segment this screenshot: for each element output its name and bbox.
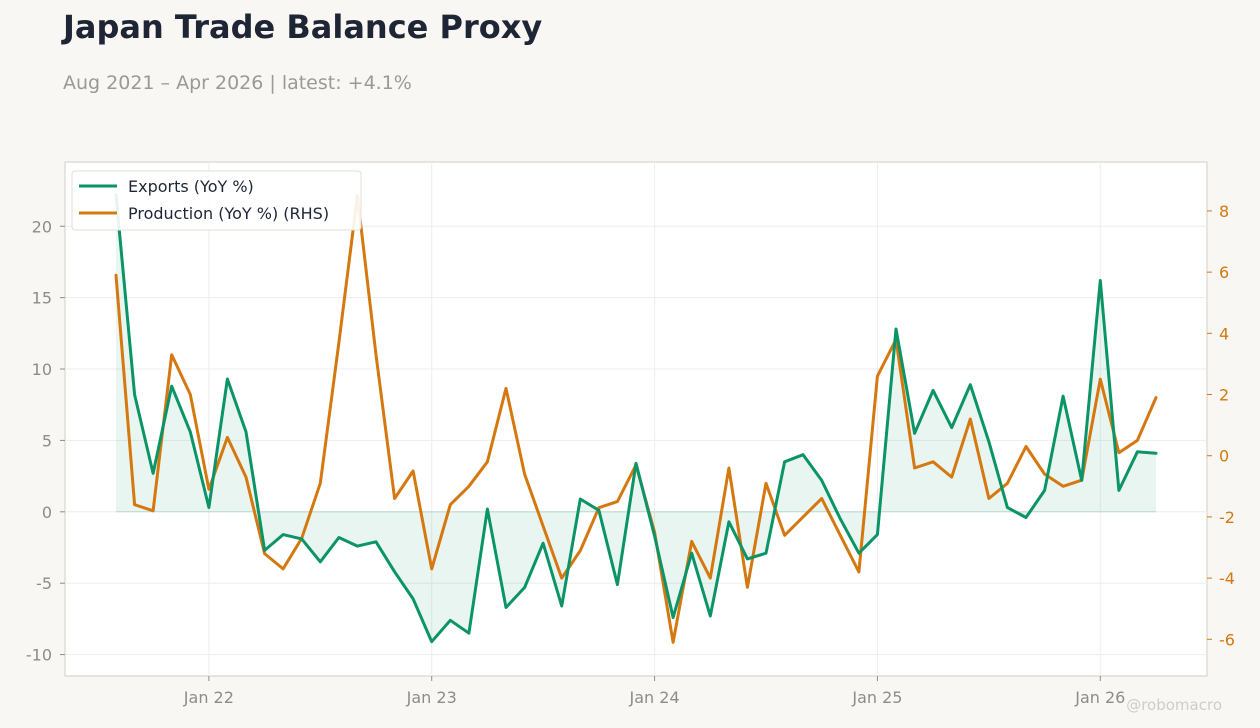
legend-label-exports: Exports (YoY %) bbox=[128, 177, 254, 196]
plot-area bbox=[64, 161, 1208, 677]
y-left-tick-label: 20 bbox=[32, 217, 52, 236]
legend: Exports (YoY %) Production (YoY %) (RHS) bbox=[71, 170, 362, 231]
x-tick-label: Jan 25 bbox=[851, 688, 902, 707]
y-left-tick-label: -5 bbox=[36, 574, 52, 593]
y-left-tick-label: 10 bbox=[32, 360, 52, 379]
y-left-tick-label: 15 bbox=[32, 289, 52, 308]
y-axis-left: -10 -5 0 5 10 15 20 bbox=[26, 217, 65, 665]
y-right-tick-label: -6 bbox=[1219, 630, 1235, 649]
y-right-tick-label: 8 bbox=[1219, 202, 1229, 221]
y-right-tick-label: -4 bbox=[1219, 569, 1235, 588]
series-layer bbox=[114, 193, 1158, 644]
y-left-tick-label: 5 bbox=[42, 431, 52, 450]
legend-label-production: Production (YoY %) (RHS) bbox=[128, 204, 329, 223]
exports-fill bbox=[116, 194, 1156, 642]
x-tick-label: Jan 26 bbox=[1074, 688, 1125, 707]
x-tick-label: Jan 22 bbox=[183, 688, 234, 707]
y-right-tick-label: 6 bbox=[1219, 263, 1229, 282]
chart-title: Japan Trade Balance Proxy bbox=[63, 8, 543, 46]
watermark: @robomacro bbox=[1126, 696, 1222, 714]
legend-box bbox=[71, 170, 362, 231]
x-axis: Jan 22 Jan 23 Jan 24 Jan 25 Jan 26 bbox=[183, 676, 1125, 707]
y-right-tick-label: 2 bbox=[1219, 386, 1229, 405]
chart-subtitle: Aug 2021 – Apr 2026 | latest: +4.1% bbox=[63, 72, 412, 94]
x-tick-label: Jan 24 bbox=[629, 688, 680, 707]
series-fill-exports bbox=[116, 194, 1156, 642]
y-left-tick-label: 0 bbox=[42, 503, 52, 522]
y-right-tick-label: -2 bbox=[1219, 508, 1235, 527]
x-tick-label: Jan 23 bbox=[406, 688, 457, 707]
y-axis-right: -6 -4 -2 0 2 4 6 8 bbox=[1207, 202, 1235, 649]
y-left-tick-label: -10 bbox=[26, 646, 52, 665]
y-right-tick-label: 0 bbox=[1219, 447, 1229, 466]
series-line-exports bbox=[114, 193, 1158, 644]
y-right-tick-label: 4 bbox=[1219, 324, 1229, 343]
